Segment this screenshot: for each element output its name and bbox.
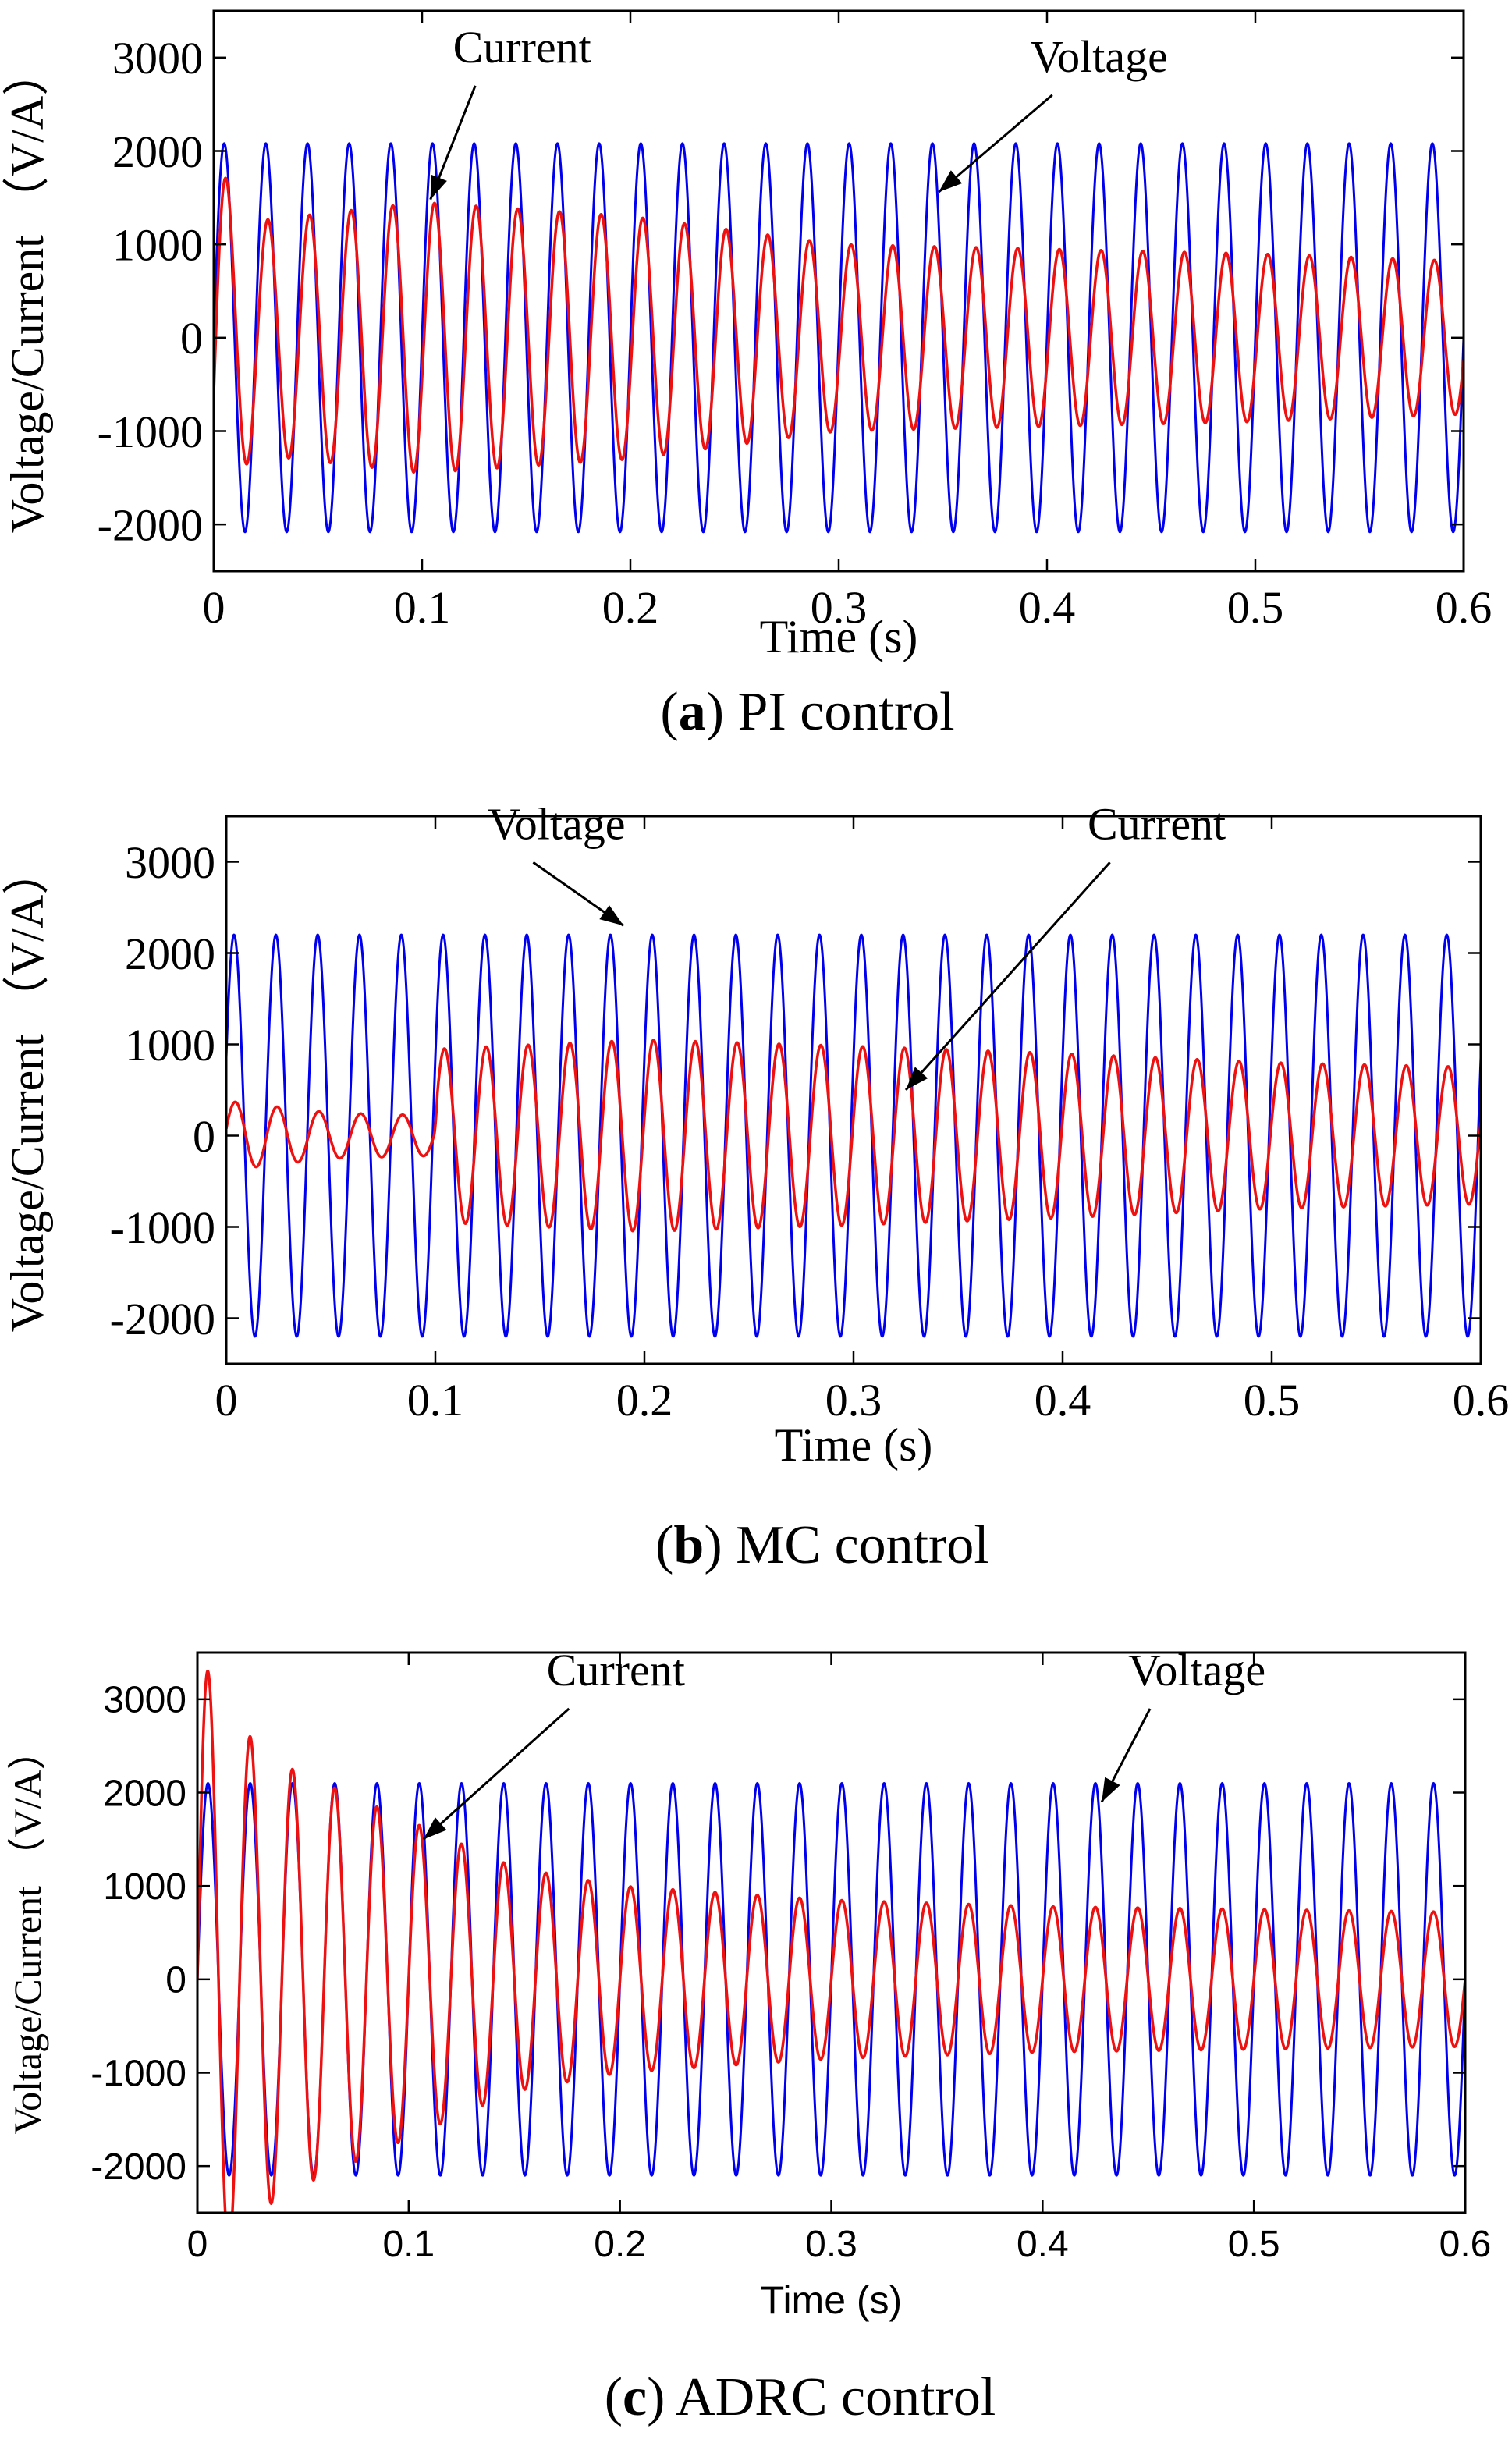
x-tick-label: 0.2 (594, 2224, 646, 2265)
y-tick-label: 3000 (125, 837, 215, 888)
x-tick-label: 0.3 (805, 2224, 857, 2265)
y-tick-label: 2000 (125, 928, 215, 979)
x-tick-label: 0.5 (1228, 2224, 1280, 2265)
panel-caption: (b) MC control (655, 1515, 989, 1575)
x-tick-label: 0.5 (1227, 582, 1284, 633)
y-tick-label: 0 (180, 313, 203, 364)
x-axis-label: Time (s) (761, 2278, 902, 2322)
y-axis-label: Voltage/Current （V/A） (2, 848, 53, 1332)
annotation-voltage: Voltage (488, 798, 625, 849)
y-tick-label: 1000 (103, 1866, 186, 1908)
annotation-current: Current (1088, 798, 1226, 849)
y-tick-label: 0 (165, 1960, 186, 2001)
annotation-arrowhead (939, 170, 963, 193)
panel-caption: (c) ADRC control (605, 2367, 996, 2427)
y-axis-label: Voltage/Current （V/A） (2, 49, 53, 533)
y-tick-label: -2000 (110, 1294, 215, 1344)
annotation-arrowhead (1102, 1777, 1120, 1802)
annotation-arrowhead (423, 1817, 447, 1840)
y-axis-label: Voltage/Current （V/A） (5, 1731, 49, 2134)
x-tick-label: 0.2 (616, 1375, 673, 1425)
y-tick-label: -2000 (98, 499, 203, 550)
caption-text: ADRC control (676, 2367, 996, 2427)
x-tick-label: 0.1 (394, 582, 451, 633)
y-tick-label: 2000 (103, 1773, 186, 1814)
annotation-current: Current (547, 1645, 685, 1695)
x-tick-label: 0.4 (1017, 2224, 1069, 2265)
x-tick-label: 0.3 (825, 1375, 882, 1425)
series-line-current (214, 176, 1464, 474)
x-tick-label: 0.6 (1453, 1375, 1510, 1425)
y-tick-label: -2000 (91, 2146, 186, 2188)
annotation-voltage: Voltage (1128, 1645, 1265, 1695)
annotation-current: Current (453, 22, 591, 73)
y-tick-label: -1000 (98, 407, 203, 457)
chart-panel-a: 0 0.1 0.2 0.3 0.4 0.5 0.6 -2000 -1000 0 1000 2000 30… (2, 9, 1492, 742)
x-tick-label: 0.1 (382, 2224, 435, 2265)
annotation-arrowhead (430, 174, 447, 200)
x-axis-label: Time (s) (775, 1419, 933, 1471)
y-tick-label: 2000 (112, 126, 203, 177)
annotation-arrowhead (599, 905, 624, 926)
y-tick-label: 3000 (112, 33, 203, 83)
x-tick-label: 0.2 (602, 582, 659, 633)
x-tick-label: 0.4 (1019, 582, 1076, 633)
caption-letter: c (623, 2367, 647, 2427)
caption-letter: b (673, 1515, 704, 1575)
caption-text: PI control (738, 682, 955, 742)
x-tick-label: 0.3 (811, 582, 868, 633)
series-line-current (226, 1039, 1481, 1233)
x-tick-label: 0 (203, 582, 225, 633)
annotation-arrow-line (422, 1707, 570, 1841)
annotation-voltage: Voltage (1031, 31, 1168, 82)
y-tick-label: 1000 (112, 219, 203, 270)
y-tick-label: 3000 (103, 1680, 186, 1721)
series-line-voltage (226, 933, 1481, 1338)
x-tick-label: 0.5 (1244, 1375, 1301, 1425)
annotation-arrow-line (904, 861, 1111, 1092)
y-tick-label: 0 (193, 1111, 215, 1162)
plot-frame (196, 1651, 1467, 2214)
x-tick-label: 0.1 (407, 1375, 464, 1425)
series-line-voltage (214, 142, 1464, 534)
panel-caption: (a) PI control (660, 682, 954, 742)
x-tick-label: 0.6 (1439, 2224, 1492, 2265)
x-tick-label: 0 (215, 1375, 238, 1425)
y-tick-label: -1000 (91, 2053, 186, 2094)
x-tick-label: 0.4 (1035, 1375, 1091, 1425)
caption-letter: a (679, 682, 706, 742)
y-tick-label: 1000 (125, 1020, 215, 1070)
x-tick-label: 0.6 (1436, 582, 1492, 633)
annotation-arrowhead (906, 1067, 928, 1090)
x-tick-label: 0 (187, 2224, 208, 2265)
caption-text: MC control (736, 1515, 989, 1575)
series-line-current (197, 1669, 1465, 2213)
chart-panel-b: 0 0.1 0.2 0.3 0.4 0.5 0.6 -2000 -1000 0 1000 2000 30… (2, 798, 1509, 1575)
chart-panel-c: 0 0.1 0.2 0.3 0.4 0.5 0.6 -2000 -1000 0 1000 2000 30… (5, 1645, 1491, 2427)
x-axis-label: Time (s) (760, 611, 918, 662)
y-tick-label: -1000 (110, 1202, 215, 1253)
annotation-arrow-line (938, 94, 1053, 193)
